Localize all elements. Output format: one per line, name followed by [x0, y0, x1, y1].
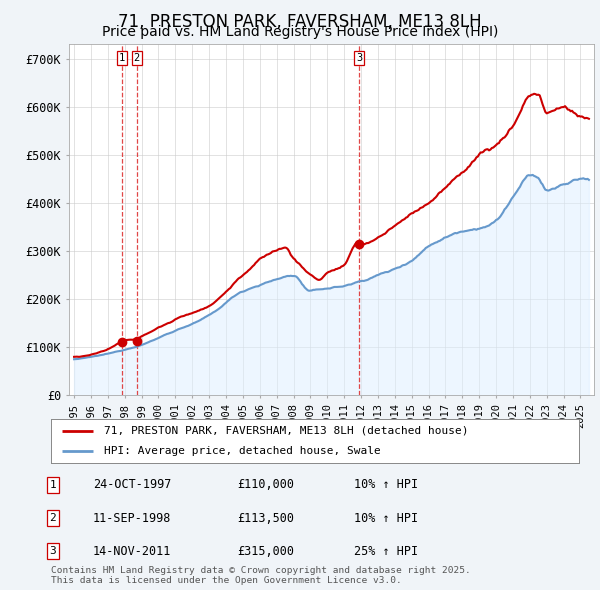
Text: 71, PRESTON PARK, FAVERSHAM, ME13 8LH: 71, PRESTON PARK, FAVERSHAM, ME13 8LH — [118, 13, 482, 31]
Text: 24-OCT-1997: 24-OCT-1997 — [93, 478, 172, 491]
Text: Contains HM Land Registry data © Crown copyright and database right 2025.
This d: Contains HM Land Registry data © Crown c… — [51, 566, 471, 585]
Text: Price paid vs. HM Land Registry's House Price Index (HPI): Price paid vs. HM Land Registry's House … — [102, 25, 498, 39]
Text: 11-SEP-1998: 11-SEP-1998 — [93, 512, 172, 525]
Text: 1: 1 — [119, 53, 125, 63]
Text: 3: 3 — [49, 546, 56, 556]
Text: 1: 1 — [49, 480, 56, 490]
Text: £113,500: £113,500 — [237, 512, 294, 525]
Text: £315,000: £315,000 — [237, 545, 294, 558]
Text: 10% ↑ HPI: 10% ↑ HPI — [354, 478, 418, 491]
Text: 10% ↑ HPI: 10% ↑ HPI — [354, 512, 418, 525]
Text: 14-NOV-2011: 14-NOV-2011 — [93, 545, 172, 558]
Text: 71, PRESTON PARK, FAVERSHAM, ME13 8LH (detached house): 71, PRESTON PARK, FAVERSHAM, ME13 8LH (d… — [104, 426, 469, 436]
Text: 25% ↑ HPI: 25% ↑ HPI — [354, 545, 418, 558]
Text: 3: 3 — [356, 53, 362, 63]
Text: HPI: Average price, detached house, Swale: HPI: Average price, detached house, Swal… — [104, 446, 380, 456]
Text: £110,000: £110,000 — [237, 478, 294, 491]
Text: 2: 2 — [49, 513, 56, 523]
Text: 2: 2 — [133, 53, 140, 63]
